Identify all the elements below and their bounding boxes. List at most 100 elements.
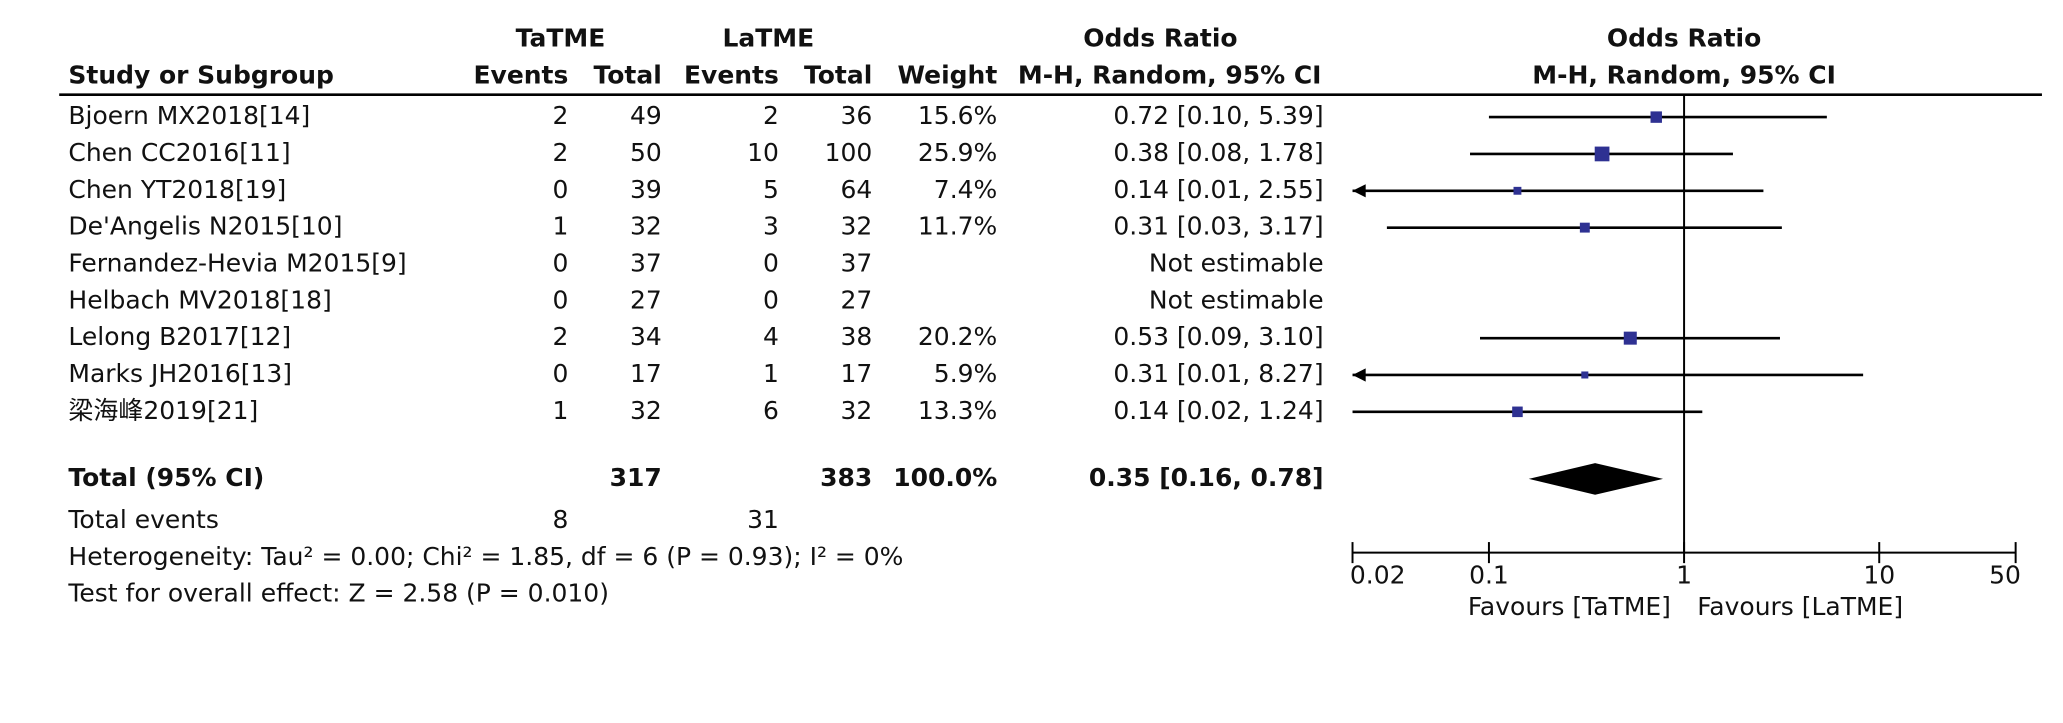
cell: 383 [820, 463, 872, 492]
cell: 27 [841, 285, 873, 314]
ci-arrow [1352, 368, 1366, 382]
x-tick-label: 0.02 [1350, 560, 1406, 589]
study-square [1512, 406, 1523, 418]
cell: 38 [841, 322, 873, 351]
or-header: Odds Ratio [1083, 23, 1237, 52]
group-header: LaTME [722, 23, 814, 52]
study-name: Lelong B2017[12] [68, 322, 291, 351]
cell: 17 [630, 359, 662, 388]
study-square [1513, 186, 1522, 195]
ci-label: 0.31 [0.01, 8.27] [1113, 359, 1323, 388]
cell: 5 [763, 175, 779, 204]
cell: 20.2% [918, 322, 997, 351]
column-header: Events [684, 60, 779, 89]
cell: 1 [552, 212, 568, 241]
study-square [1594, 146, 1610, 162]
cell: 32 [630, 212, 662, 241]
cell: 15.6% [918, 101, 997, 130]
cell: 100.0% [893, 463, 997, 492]
cell: 11.7% [918, 212, 997, 241]
cell: 2 [763, 101, 779, 130]
ci-label: 0.53 [0.09, 3.10] [1113, 322, 1323, 351]
cell: 3 [763, 212, 779, 241]
total-events-label: Total events [67, 505, 218, 534]
ci-label: 0.14 [0.01, 2.55] [1113, 175, 1323, 204]
overall-effect: Test for overall effect: Z = 2.58 (P = 0… [67, 579, 609, 608]
study-name: Bjoern MX2018[14] [68, 101, 310, 130]
or-method: M-H, Random, 95% CI [1018, 60, 1322, 89]
study-name: Fernandez-Hevia M2015[9] [68, 248, 406, 277]
cell: 36 [841, 101, 873, 130]
cell: 100 [825, 138, 873, 167]
ci-label: 0.38 [0.08, 1.78] [1113, 138, 1323, 167]
cell: 0 [552, 285, 568, 314]
cell: 49 [630, 101, 662, 130]
study-name: Chen CC2016[11] [68, 138, 290, 167]
or-method: M-H, Random, 95% CI [1532, 60, 1836, 89]
study-name: Helbach MV2018[18] [68, 285, 331, 314]
heterogeneity: Heterogeneity: Tau² = 0.00; Chi² = 1.85,… [68, 542, 903, 571]
cell: 8 [552, 505, 568, 534]
ci-label: 0.35 [0.16, 0.78] [1089, 463, 1324, 492]
ci-label: Not estimable [1149, 248, 1324, 277]
column-header: Weight [897, 60, 997, 89]
cell: 2 [552, 101, 568, 130]
column-header: Total [804, 60, 872, 89]
x-tick-label: 10 [1863, 560, 1895, 589]
cell: 50 [630, 138, 662, 167]
study-name: De'Angelis N2015[10] [68, 212, 342, 241]
cell: 10 [747, 138, 779, 167]
favours-right: Favours [LaTME] [1697, 592, 1903, 621]
study-name: Marks JH2016[13] [68, 359, 292, 388]
cell: 25.9% [918, 138, 997, 167]
x-tick-label: 0.1 [1469, 560, 1509, 589]
ci-arrow [1352, 184, 1366, 198]
cell: 6 [763, 396, 779, 425]
study-square [1623, 331, 1637, 345]
pooled-diamond [1528, 463, 1664, 495]
cell: 31 [747, 505, 779, 534]
cell: 32 [630, 396, 662, 425]
ci-label: Not estimable [1149, 285, 1324, 314]
study-square [1581, 371, 1589, 379]
study-header: Study or Subgroup [68, 60, 333, 89]
cell: 17 [841, 359, 873, 388]
cell: 2 [552, 138, 568, 167]
column-header: Events [473, 60, 568, 89]
or-header: Odds Ratio [1607, 23, 1761, 52]
ci-label: 0.31 [0.03, 3.17] [1113, 212, 1323, 241]
cell: 0 [552, 175, 568, 204]
favours-left: Favours [TaTME] [1468, 592, 1671, 621]
cell: 0 [763, 248, 779, 277]
cell: 34 [630, 322, 662, 351]
study-square [1579, 222, 1590, 233]
cell: 0 [552, 248, 568, 277]
cell: 37 [630, 248, 662, 277]
ci-label: 0.72 [0.10, 5.39] [1113, 101, 1323, 130]
cell: 27 [630, 285, 662, 314]
x-tick-label: 50 [1989, 560, 2021, 589]
cell: 0 [552, 359, 568, 388]
ci-label: 0.14 [0.02, 1.24] [1113, 396, 1323, 425]
cell: 1 [552, 396, 568, 425]
cell: 317 [610, 463, 662, 492]
cell: 32 [841, 212, 873, 241]
x-tick-label: 1 [1676, 560, 1692, 589]
column-header: Total [594, 60, 662, 89]
cell: 39 [630, 175, 662, 204]
cell: 13.3% [918, 396, 997, 425]
cell: 0 [763, 285, 779, 314]
total-label: Total (95% CI) [68, 463, 264, 492]
cell: 7.4% [934, 175, 997, 204]
cell: 32 [841, 396, 873, 425]
study-square [1650, 111, 1662, 123]
cell: 4 [763, 322, 779, 351]
study-name: Chen YT2018[19] [68, 175, 286, 204]
cell: 64 [841, 175, 873, 204]
cell: 1 [763, 359, 779, 388]
cell: 5.9% [934, 359, 997, 388]
cell: 2 [552, 322, 568, 351]
study-name: 梁海峰2019[21] [68, 396, 258, 425]
